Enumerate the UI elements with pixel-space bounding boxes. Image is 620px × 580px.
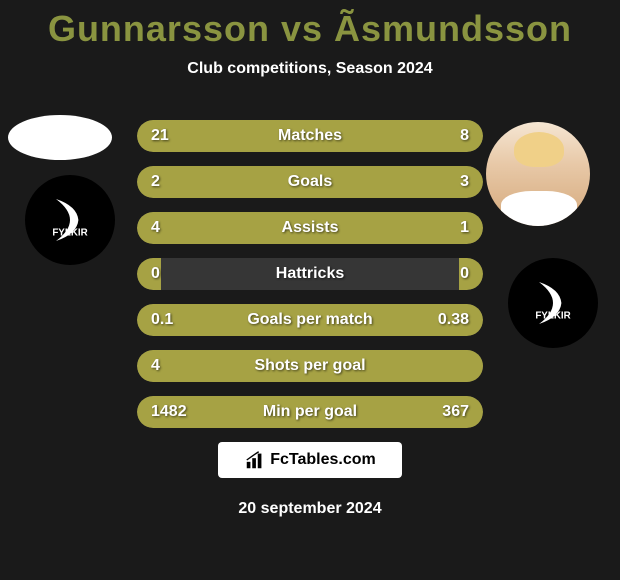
stat-row: 21 8 Matches xyxy=(137,120,483,152)
fylkir-logo-icon: FYLKIR xyxy=(35,185,105,255)
stat-label: Matches xyxy=(278,127,342,145)
stat-fill-left xyxy=(137,212,414,244)
stats-container: 21 8 Matches 2 3 Goals 4 1 Assists 0 0 Hattricks 0.1… xyxy=(137,120,483,442)
stat-label: Goals per match xyxy=(247,311,372,329)
stat-row: 4 1 Assists xyxy=(137,212,483,244)
stat-fill-left xyxy=(137,120,386,152)
stat-value-left: 4 xyxy=(151,219,160,237)
branding-badge[interactable]: FcTables.com xyxy=(218,442,402,478)
stat-fill-right xyxy=(414,212,483,244)
date-label: 20 september 2024 xyxy=(238,500,381,518)
stat-value-left: 0.1 xyxy=(151,311,173,329)
stat-value-right: 0.38 xyxy=(438,311,469,329)
stat-label: Assists xyxy=(282,219,339,237)
stat-label: Min per goal xyxy=(263,403,357,421)
comparison-subtitle: Club competitions, Season 2024 xyxy=(0,60,620,78)
stat-row: 4 Shots per goal xyxy=(137,350,483,382)
stat-value-right: 8 xyxy=(460,127,469,145)
stat-label: Hattricks xyxy=(276,265,344,283)
stat-row: 0.1 0.38 Goals per match xyxy=(137,304,483,336)
stat-value-right: 3 xyxy=(460,173,469,191)
comparison-title: Gunnarsson vs Ãsmundsson xyxy=(0,0,620,50)
stat-value-left: 21 xyxy=(151,127,169,145)
stat-value-left: 2 xyxy=(151,173,160,191)
stat-row: 1482 367 Min per goal xyxy=(137,396,483,428)
stat-fill-left xyxy=(137,304,210,336)
player-photo-left xyxy=(8,115,112,160)
stat-row: 0 0 Hattricks xyxy=(137,258,483,290)
stat-value-left: 4 xyxy=(151,357,160,375)
club-logo-left: FYLKIR xyxy=(25,175,115,265)
stat-label: Shots per goal xyxy=(254,357,365,375)
chart-icon xyxy=(244,449,266,471)
stat-value-left: 0 xyxy=(151,265,160,283)
stat-label: Goals xyxy=(288,173,332,191)
branding-text: FcTables.com xyxy=(270,451,376,469)
stat-value-right: 0 xyxy=(460,265,469,283)
stat-value-right: 367 xyxy=(442,403,469,421)
svg-text:FYLKIR: FYLKIR xyxy=(535,310,570,321)
stat-value-left: 1482 xyxy=(151,403,187,421)
stat-value-right: 1 xyxy=(460,219,469,237)
stat-row: 2 3 Goals xyxy=(137,166,483,198)
player-photo-right xyxy=(486,122,590,226)
club-logo-right: FYLKIR xyxy=(508,258,598,348)
svg-text:FYLKIR: FYLKIR xyxy=(52,227,87,238)
fylkir-logo-icon: FYLKIR xyxy=(518,268,588,338)
